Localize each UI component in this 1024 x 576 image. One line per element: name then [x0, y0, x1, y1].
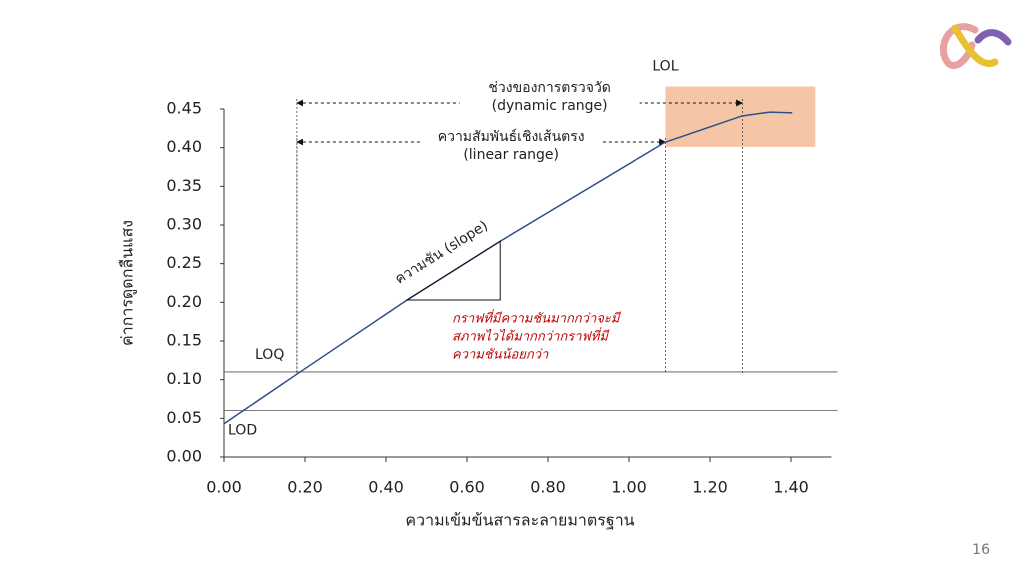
y-tick-label: 0.40	[166, 137, 202, 156]
x-tick-label: 0.40	[368, 478, 404, 497]
range-label: ความสัมพันธ์เชิงเส้นตรง	[438, 128, 585, 145]
range-label: (dynamic range)	[492, 98, 608, 114]
calibration-line	[223, 111, 793, 425]
y-tick-label: 0.20	[166, 292, 202, 311]
x-tick-label: 1.40	[773, 478, 809, 497]
slope-triangle	[405, 240, 501, 301]
y-tick-label: 0.35	[166, 176, 202, 195]
label-backdrop	[421, 133, 602, 151]
note-line: ความชันน้อยกว่า	[452, 348, 549, 363]
reference-label: LOQ	[255, 347, 284, 363]
slope-label: ความชัน (slope)	[392, 218, 490, 288]
y-tick-label: 0.30	[166, 215, 202, 234]
page-number: 16	[972, 542, 990, 558]
x-tick-label: 0.60	[449, 478, 485, 497]
y-tick-label: 0.15	[166, 331, 202, 350]
lol-label: LOL	[652, 59, 678, 75]
x-tick-label: 0.00	[206, 478, 242, 497]
x-tick-label: 1.20	[692, 478, 728, 497]
range-label: ช่วงของการตรวจวัด	[488, 80, 611, 96]
reference-label: LOD	[228, 423, 257, 439]
y-tick-label: 0.45	[166, 99, 202, 118]
logo	[940, 23, 1012, 69]
note-line: สภาพไวได้มากกว่ากราฟที่มี	[452, 327, 610, 345]
range-label: (linear range)	[463, 147, 559, 163]
note-line: กราฟที่มีความชันมากกว่าจะมี	[452, 309, 621, 327]
y-tick-label: 0.10	[166, 369, 202, 388]
label-backdrop	[459, 94, 640, 112]
x-tick-label: 0.20	[287, 478, 323, 497]
x-axis-title: ความเข้มข้นสารละลายมาตรฐาน	[405, 511, 634, 530]
x-tick-label: 0.80	[530, 478, 566, 497]
y-tick-label: 0.05	[166, 408, 202, 427]
y-tick-label: 0.00	[166, 447, 202, 466]
y-tick-label: 0.25	[166, 253, 202, 272]
x-tick-label: 1.00	[611, 478, 647, 497]
y-axis-title: ค่าการดูดกลืนแสง	[118, 220, 138, 346]
